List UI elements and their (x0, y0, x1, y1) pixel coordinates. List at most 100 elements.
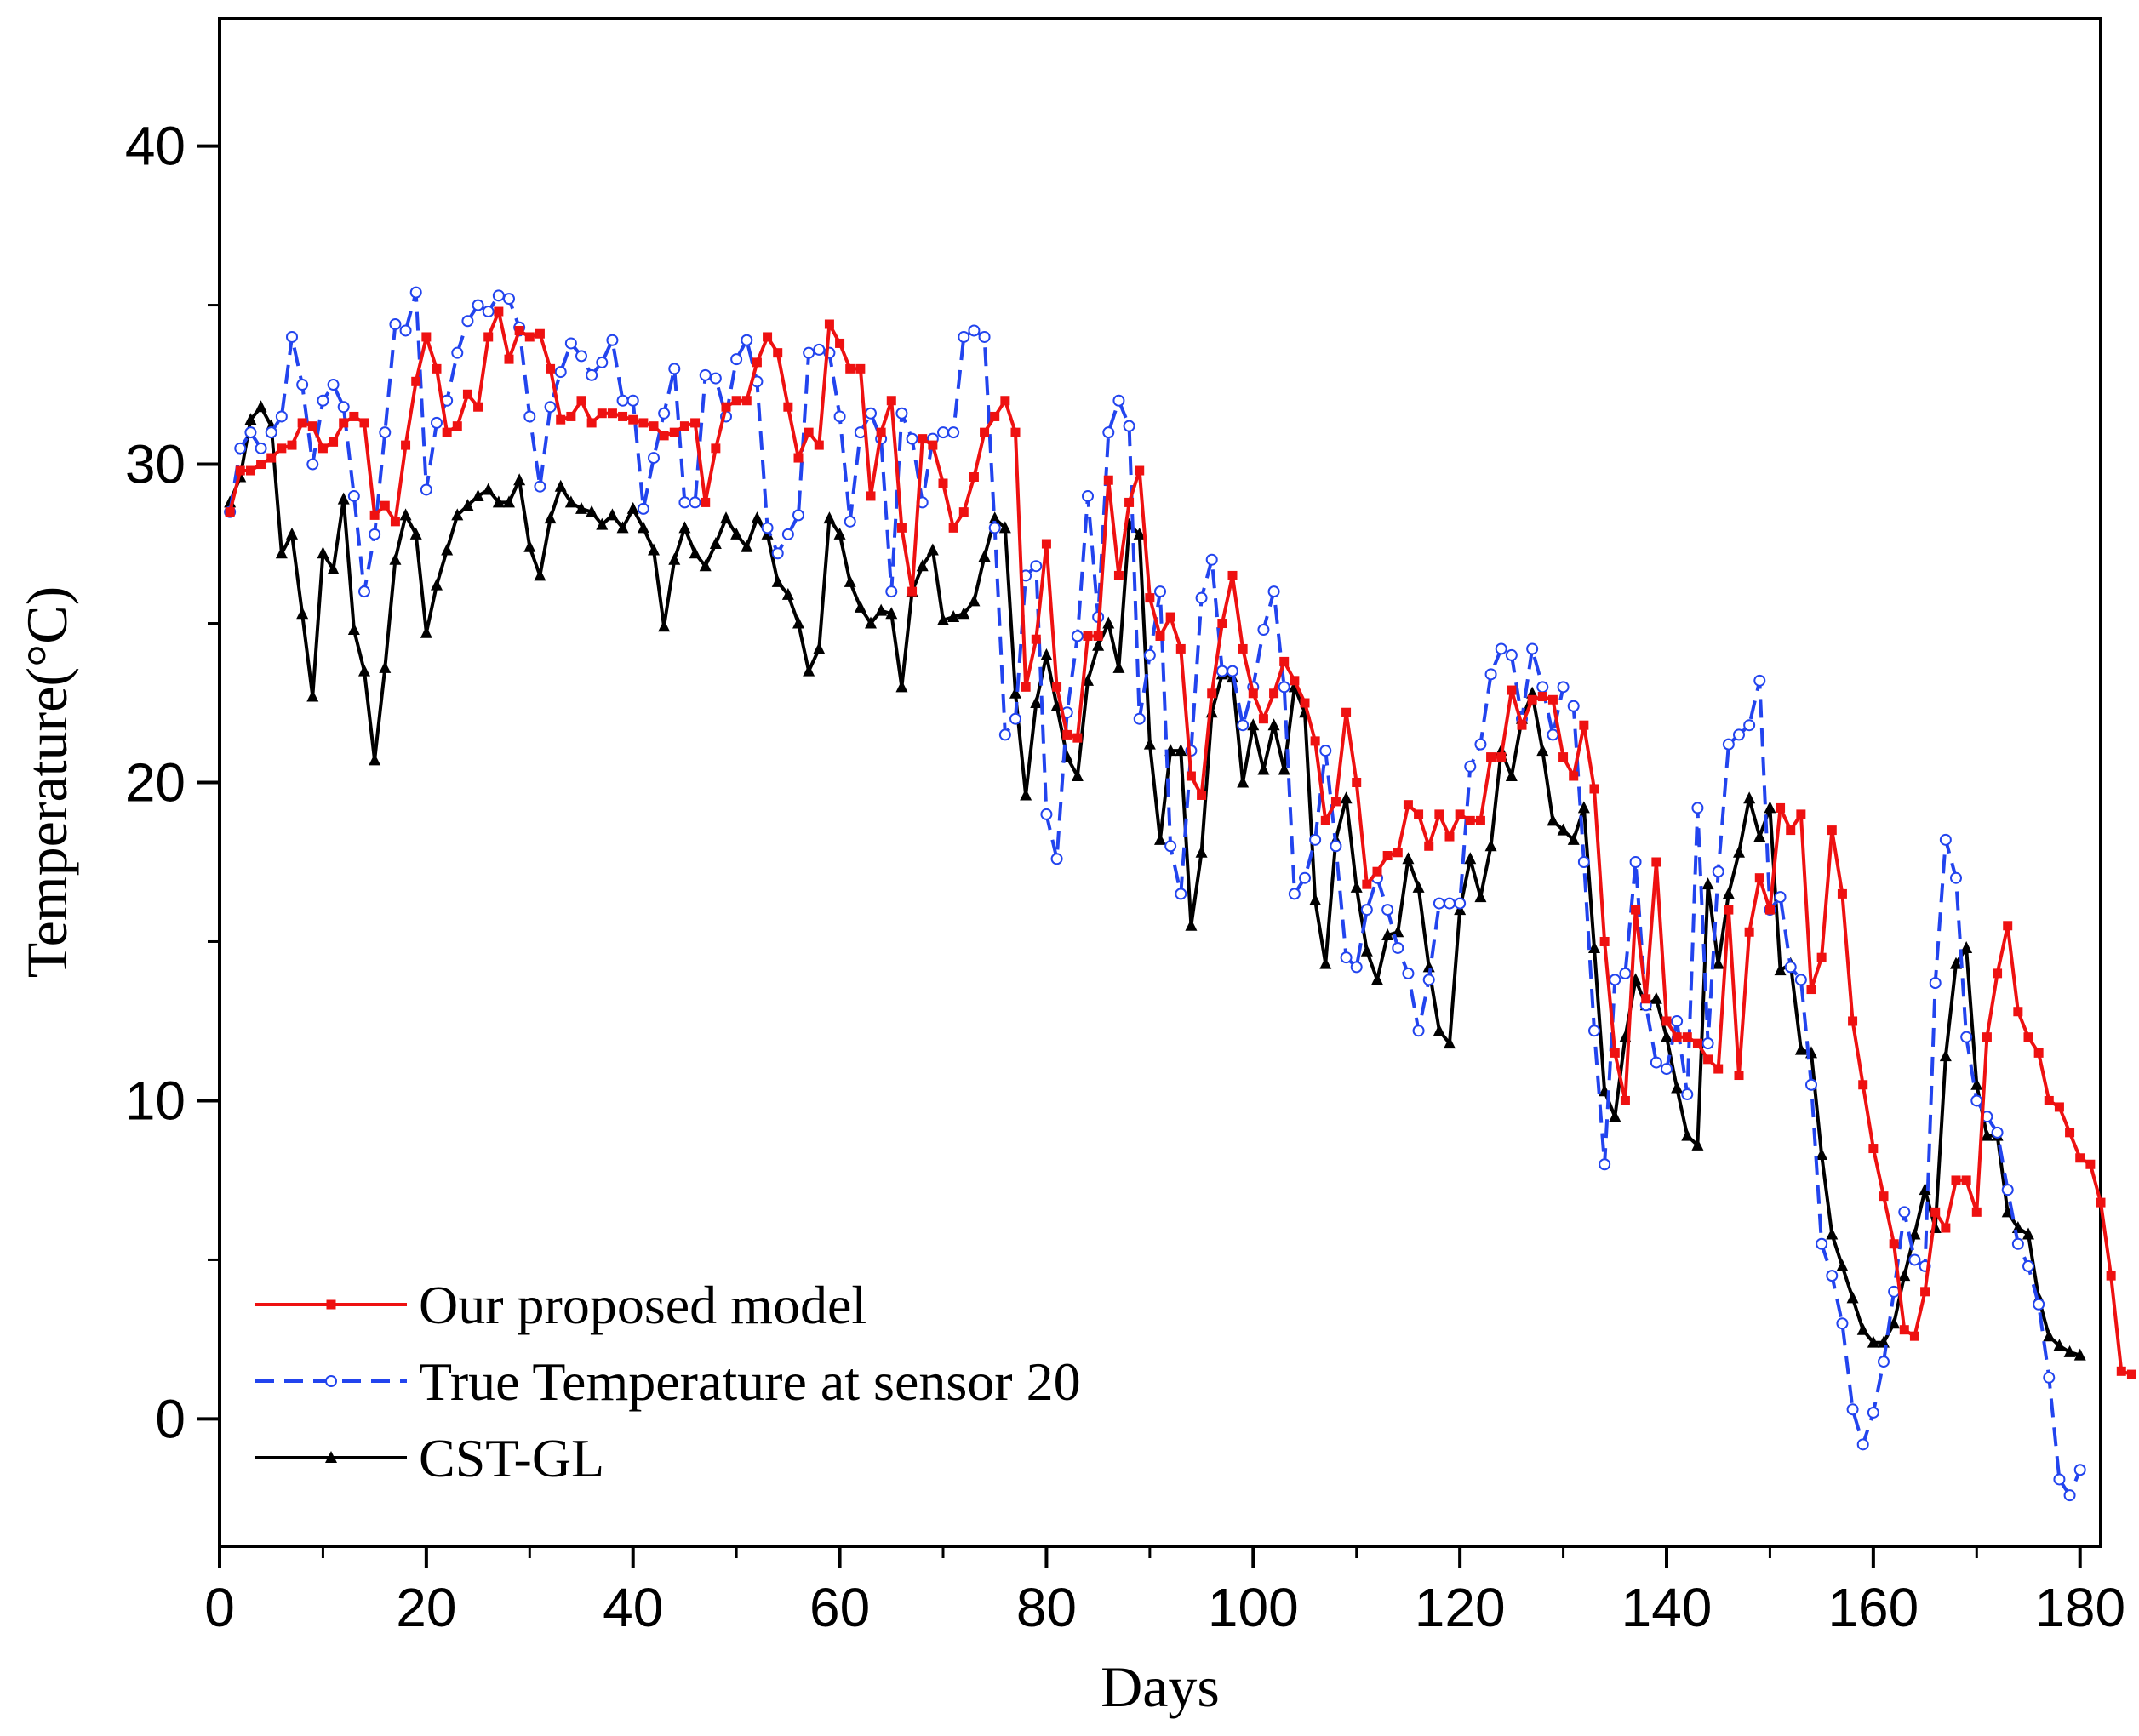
data-point-triangle (781, 587, 794, 600)
data-point-triangle (1547, 814, 1559, 826)
x-tick-label: 140 (1621, 1577, 1713, 1638)
data-point-circle (1774, 891, 1787, 904)
data-point-circle (1050, 853, 1063, 865)
data-point-triangle (1412, 880, 1425, 893)
data-point-square (928, 440, 938, 450)
legend-label: CST-GL (419, 1428, 604, 1488)
data-point-square (1993, 968, 2003, 979)
data-point-triangle (1701, 877, 1714, 890)
data-point-square (1764, 905, 1775, 915)
data-point-square (1982, 1032, 1992, 1042)
data-point-circle (1816, 1237, 1828, 1250)
data-point-square (1547, 694, 1558, 705)
data-point-square (969, 472, 979, 482)
data-point-circle (2022, 1259, 2034, 1272)
data-point-square (773, 348, 783, 358)
data-point-triangle (1774, 963, 1787, 976)
data-point-square (1507, 685, 1517, 695)
data-point-triangle (1092, 638, 1105, 651)
data-point-triangle (1040, 648, 1053, 660)
data-point-square (896, 523, 907, 533)
data-point-triangle (1898, 1269, 1911, 1282)
data-point-square (1941, 1223, 1951, 1233)
data-point-circle (379, 426, 392, 439)
data-point-circle (1195, 591, 1208, 604)
data-point-square (814, 440, 824, 450)
data-point-circle (1102, 426, 1115, 439)
data-point-square (1093, 631, 1103, 641)
data-point-square (245, 465, 255, 476)
data-point-circle (1650, 1056, 1662, 1069)
data-point-circle (1856, 1438, 1869, 1451)
data-point-square (524, 332, 535, 342)
data-point-square (1414, 809, 1424, 819)
data-point-circle (306, 458, 319, 471)
data-point-circle (781, 528, 794, 540)
data-point-triangle (1195, 845, 1208, 858)
data-point-triangle (709, 537, 722, 550)
data-point-square (307, 421, 317, 431)
data-point-square (2003, 921, 2013, 931)
data-point-triangle (1071, 769, 1084, 782)
data-point-circle (1392, 941, 1404, 954)
data-point-square (452, 421, 462, 431)
data-point-circle (265, 426, 277, 439)
data-point-triangle (1867, 1335, 1879, 1348)
data-point-circle (1960, 1031, 1973, 1043)
data-point-square (783, 402, 793, 412)
data-point-circle (1888, 1285, 1901, 1298)
data-point-circle (709, 372, 722, 385)
data-point-triangle (554, 479, 567, 492)
data-point-circle (1701, 1037, 1714, 1050)
data-point-triangle (2053, 1339, 2066, 1351)
data-point-triangle (1836, 1259, 1849, 1271)
data-point-circle (1722, 738, 1735, 751)
data-point-square (256, 460, 266, 470)
data-point-square (1238, 643, 1248, 654)
data-point-square (1341, 707, 1352, 717)
data-point-square (1889, 1239, 1899, 1249)
data-point-square (380, 500, 390, 511)
data-point-circle (771, 547, 784, 560)
data-point-circle (1970, 1094, 1983, 1107)
data-point-square (317, 443, 328, 454)
data-point-triangle (1433, 1024, 1445, 1036)
data-point-circle (286, 330, 298, 343)
data-point-triangle (1691, 1138, 1704, 1151)
data-point-square (1951, 1175, 1961, 1185)
data-point-circle (1299, 871, 1311, 884)
data-point-square (659, 431, 669, 441)
data-point-triangle (369, 753, 381, 766)
data-point-triangle (1267, 718, 1280, 731)
data-point-circle (461, 315, 474, 328)
data-point-square (1310, 736, 1320, 746)
data-point-circle (678, 496, 691, 509)
data-point-triangle (751, 511, 764, 524)
data-point-triangle (1743, 791, 1756, 804)
data-point-circle (1309, 833, 1322, 846)
x-tick-label: 80 (1016, 1577, 1077, 1638)
data-point-square (1279, 656, 1290, 666)
data-point-square (1589, 784, 1599, 794)
data-point-circle (1288, 888, 1301, 900)
data-point-triangle (306, 689, 319, 702)
data-point-triangle (875, 603, 888, 616)
data-point-square (793, 453, 804, 463)
data-point-square (835, 338, 845, 348)
data-point-triangle (317, 546, 329, 559)
data-point-triangle (626, 501, 639, 514)
data-point-square (1713, 1064, 1724, 1074)
data-point-circle (1040, 808, 1053, 820)
data-point-circle (358, 585, 370, 598)
data-point-square (669, 427, 679, 437)
data-point-circle (998, 728, 1011, 741)
data-point-square (329, 437, 339, 447)
series-line (228, 310, 2132, 1377)
data-point-square (1330, 797, 1341, 807)
data-point-circle (1412, 1025, 1425, 1037)
data-point-circle (1484, 668, 1497, 681)
data-point-square (1031, 634, 1041, 644)
data-point-circle (1908, 1253, 1921, 1266)
data-point-square (494, 306, 504, 317)
data-point-triangle (937, 613, 949, 625)
